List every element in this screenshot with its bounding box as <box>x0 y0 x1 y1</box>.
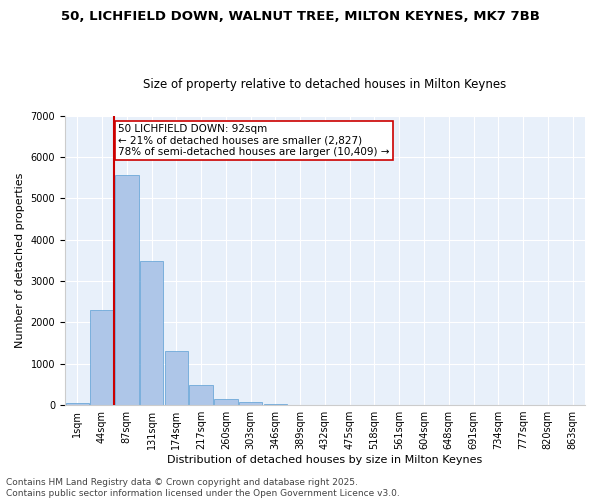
Text: 50, LICHFIELD DOWN, WALNUT TREE, MILTON KEYNES, MK7 7BB: 50, LICHFIELD DOWN, WALNUT TREE, MILTON … <box>61 10 539 23</box>
Bar <box>115 176 139 405</box>
Bar <box>140 262 163 405</box>
Y-axis label: Number of detached properties: Number of detached properties <box>15 172 25 348</box>
Bar <box>65 402 89 405</box>
Bar <box>263 404 287 405</box>
Bar <box>164 350 188 405</box>
Bar <box>190 385 213 405</box>
Title: Size of property relative to detached houses in Milton Keynes: Size of property relative to detached ho… <box>143 78 506 91</box>
Bar <box>214 398 238 405</box>
Text: Contains HM Land Registry data © Crown copyright and database right 2025.
Contai: Contains HM Land Registry data © Crown c… <box>6 478 400 498</box>
Text: 50 LICHFIELD DOWN: 92sqm
← 21% of detached houses are smaller (2,827)
78% of sem: 50 LICHFIELD DOWN: 92sqm ← 21% of detach… <box>118 124 389 157</box>
X-axis label: Distribution of detached houses by size in Milton Keynes: Distribution of detached houses by size … <box>167 455 482 465</box>
Bar <box>90 310 114 405</box>
Bar <box>239 402 262 405</box>
